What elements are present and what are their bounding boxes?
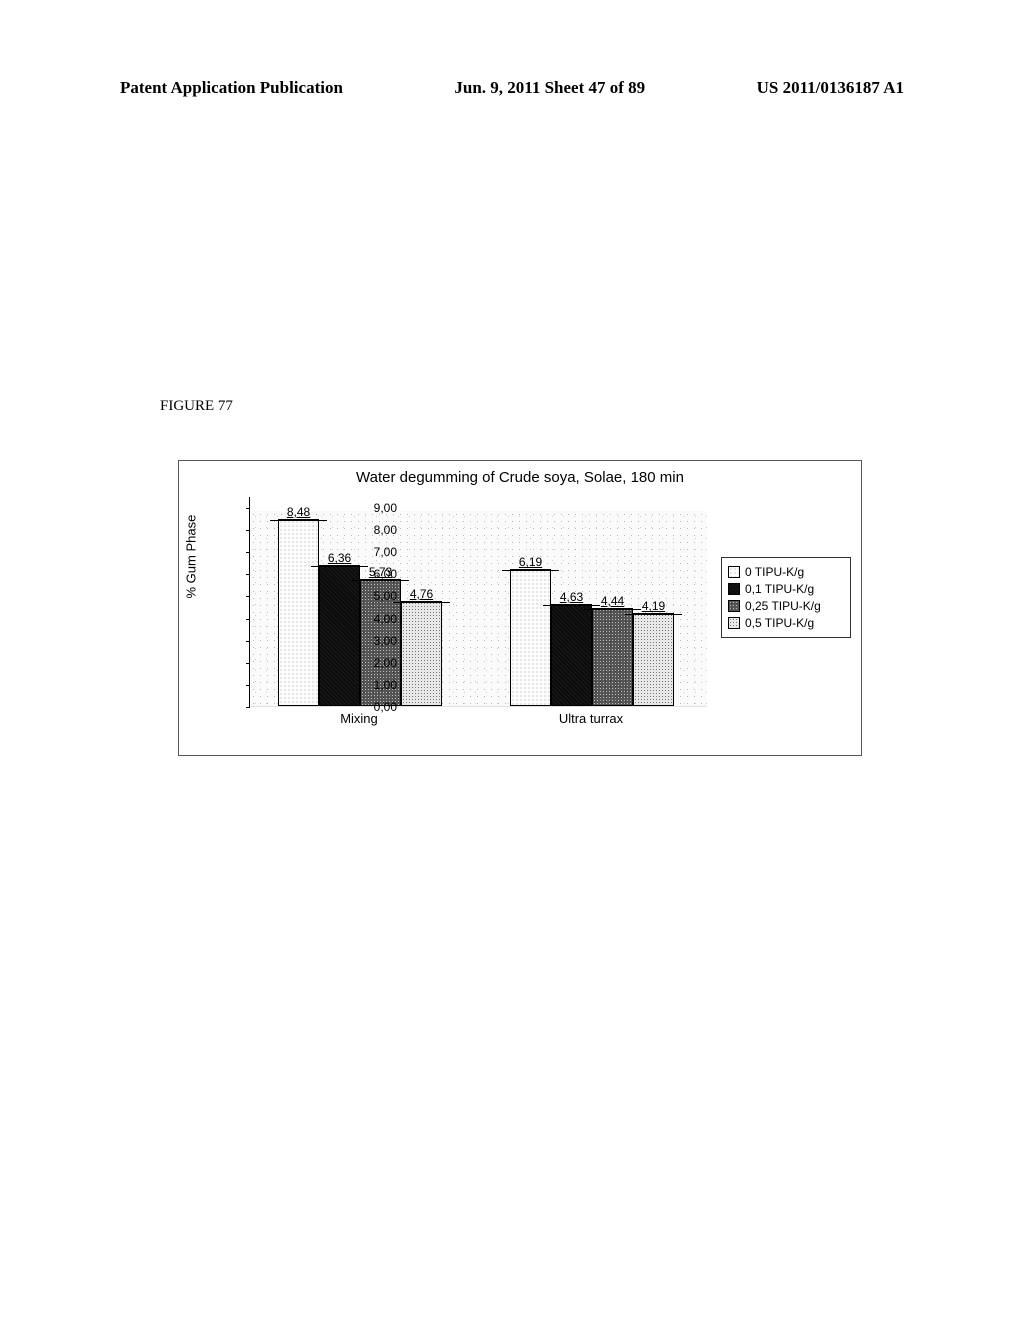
header-center: Jun. 9, 2011 Sheet 47 of 89 (454, 78, 645, 98)
legend-label: 0,25 TIPU-K/g (745, 599, 821, 613)
legend-swatch (728, 617, 740, 629)
y-tick (246, 619, 250, 620)
bar-value-label: 4,76 (392, 587, 452, 601)
legend-item: 0,1 TIPU-K/g (728, 582, 844, 596)
figure-label: FIGURE 77 (160, 398, 233, 415)
chart-title: Water degumming of Crude soya, Solae, 18… (179, 469, 861, 486)
x-tick-label: Mixing (289, 711, 429, 726)
bar (633, 613, 674, 706)
chart-container: Water degumming of Crude soya, Solae, 18… (178, 460, 862, 756)
value-line (502, 570, 559, 571)
y-tick-label: 6,00 (357, 567, 397, 581)
legend-label: 0,1 TIPU-K/g (745, 582, 814, 596)
x-tick-label: Ultra turrax (521, 711, 661, 726)
y-tick (246, 663, 250, 664)
y-tick (246, 641, 250, 642)
value-line (625, 614, 682, 615)
bar (401, 601, 442, 706)
y-tick-label: 3,00 (357, 634, 397, 648)
legend-item: 0,5 TIPU-K/g (728, 616, 844, 630)
plot-area: 8,486,365,734,766,194,634,444,19 (249, 497, 707, 707)
legend-swatch (728, 583, 740, 595)
header-left: Patent Application Publication (120, 78, 343, 98)
y-tick (246, 530, 250, 531)
legend-swatch (728, 566, 740, 578)
y-tick (246, 508, 250, 509)
legend-item: 0,25 TIPU-K/g (728, 599, 844, 613)
y-tick (246, 552, 250, 553)
page-header: Patent Application Publication Jun. 9, 2… (120, 78, 904, 98)
bar (319, 565, 360, 706)
y-tick-label: 1,00 (357, 678, 397, 692)
y-tick (246, 574, 250, 575)
y-tick-label: 8,00 (357, 523, 397, 537)
y-tick (246, 685, 250, 686)
header-right: US 2011/0136187 A1 (757, 78, 904, 98)
legend-label: 0 TIPU-K/g (745, 565, 804, 579)
bar (592, 608, 633, 706)
y-tick-label: 4,00 (357, 612, 397, 626)
y-tick-label: 7,00 (357, 545, 397, 559)
bar-value-label: 6,19 (501, 555, 561, 569)
legend-label: 0,5 TIPU-K/g (745, 616, 814, 630)
bar-value-label: 4,19 (624, 599, 684, 613)
bar (551, 604, 592, 706)
y-axis-label: % Gum Phase (184, 515, 199, 599)
y-tick-label: 9,00 (357, 501, 397, 515)
bar (278, 519, 319, 706)
y-tick (246, 596, 250, 597)
legend: 0 TIPU-K/g 0,1 TIPU-K/g 0,25 TIPU-K/g 0,5 T… (721, 557, 851, 638)
legend-item: 0 TIPU-K/g (728, 565, 844, 579)
y-tick-label: 5,00 (357, 589, 397, 603)
value-line (393, 602, 450, 603)
legend-swatch (728, 600, 740, 612)
y-tick-label: 2,00 (357, 656, 397, 670)
value-line (270, 520, 327, 521)
y-tick (246, 707, 250, 708)
bar-value-label: 8,48 (269, 505, 329, 519)
